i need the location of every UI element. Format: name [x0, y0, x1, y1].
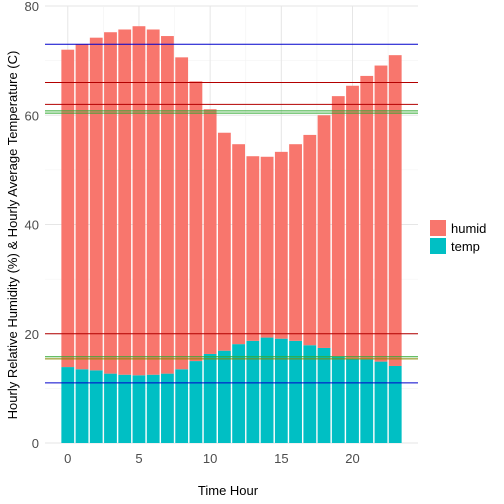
- bar-humid: [203, 109, 217, 354]
- bar-temp: [203, 353, 217, 443]
- y-tick-label: 60: [25, 108, 39, 123]
- legend: humid temp: [430, 220, 486, 254]
- y-axis-title: Hourly Relative Humidity (%) & Hourly Av…: [5, 51, 20, 420]
- x-tick-label: 15: [274, 451, 288, 466]
- bar-humid: [104, 32, 117, 374]
- bar-humid: [146, 29, 160, 375]
- y-tick-label: 0: [32, 436, 39, 451]
- bar-temp: [274, 338, 288, 443]
- bar-temp: [374, 361, 388, 443]
- bar-humid: [374, 65, 388, 362]
- bar-temp: [289, 340, 302, 443]
- bar-temp: [189, 361, 203, 443]
- legend-swatch: [430, 238, 446, 254]
- bar-temp: [104, 373, 117, 443]
- bar-humid: [175, 57, 189, 370]
- bar-temp: [260, 337, 274, 443]
- bar-temp: [331, 356, 345, 443]
- legend-label: temp: [451, 239, 480, 254]
- bar-temp: [175, 369, 189, 443]
- bar-temp: [217, 350, 231, 443]
- bar-humid: [331, 96, 345, 357]
- x-tick-label: 10: [203, 451, 217, 466]
- bars: [61, 26, 402, 443]
- x-tick-labels: 0 5 10 15 20: [64, 451, 360, 466]
- bar-temp: [303, 345, 317, 443]
- bar-temp: [161, 373, 174, 443]
- bar-humid: [289, 144, 302, 341]
- bar-humid: [161, 36, 174, 374]
- y-tick-label: 80: [25, 0, 39, 14]
- bar-temp: [388, 365, 402, 443]
- bar-humid: [189, 81, 203, 362]
- bar-temp: [346, 358, 359, 443]
- bar-humid: [246, 156, 260, 341]
- bar-humid: [61, 49, 75, 368]
- bar-humid: [232, 144, 246, 345]
- reference-lines: [45, 43, 418, 384]
- y-tick-labels: 0 20 40 60 80: [25, 0, 39, 451]
- bar-temp: [232, 344, 246, 443]
- bar-temp: [146, 374, 160, 443]
- bar-temp: [89, 370, 103, 443]
- x-tick-label: 5: [135, 451, 142, 466]
- bar-humid: [388, 55, 402, 366]
- bar-humid: [317, 115, 331, 348]
- bar-temp: [246, 340, 260, 443]
- bar-temp: [75, 369, 89, 443]
- bar-humid: [260, 156, 274, 338]
- x-tick-label: 20: [345, 451, 359, 466]
- bar-temp: [132, 375, 146, 443]
- bar-humid: [346, 85, 359, 359]
- bar-temp: [118, 374, 132, 443]
- y-tick-label: 40: [25, 218, 39, 233]
- bar-humid: [118, 29, 132, 375]
- bar-humid: [132, 26, 146, 376]
- x-tick-label: 0: [64, 451, 71, 466]
- bar-humid: [303, 134, 317, 346]
- bar-humid: [360, 75, 374, 360]
- bar-humid: [274, 151, 288, 339]
- bar-humid: [89, 37, 103, 371]
- bar-temp: [360, 359, 374, 443]
- bar-humid: [75, 44, 89, 370]
- legend-swatch: [430, 220, 446, 236]
- y-tick-label: 20: [25, 327, 39, 342]
- legend-label: humid: [451, 221, 486, 236]
- bar-humid: [217, 132, 231, 351]
- bar-temp: [317, 347, 331, 443]
- x-axis-title: Time Hour: [198, 483, 259, 498]
- bar-temp: [61, 367, 75, 443]
